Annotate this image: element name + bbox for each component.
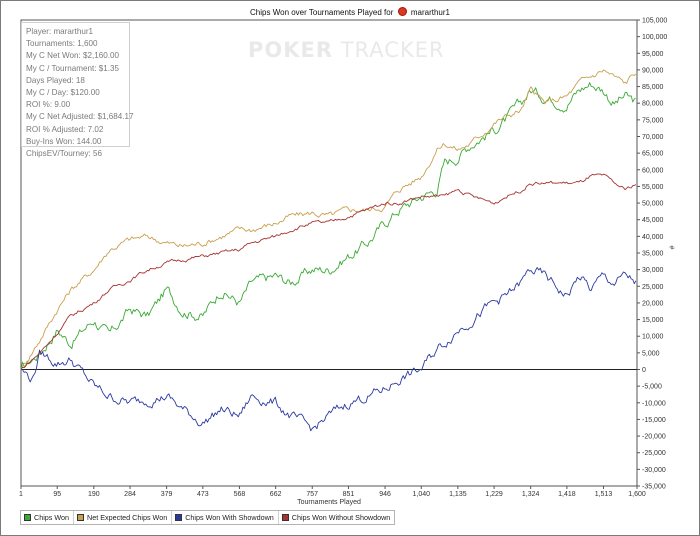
legend-label: Chips Won	[34, 513, 70, 522]
y-tick-label: 105,000	[642, 18, 667, 25]
pokerstars-logo-icon	[397, 7, 407, 16]
y-tick-label: 25,000	[642, 284, 664, 291]
y-tick-label: 45,000	[642, 217, 664, 224]
stat-row: My C / Tournament: $1.35	[26, 63, 119, 73]
y-tick-label: 35,000	[642, 251, 664, 258]
legend-swatch	[24, 514, 31, 521]
x-tick-label: 1,513	[595, 491, 613, 498]
y-tick-label: 50,000	[642, 201, 664, 208]
y-tick-label: -15,000	[642, 417, 666, 424]
x-tick-label: 757	[306, 491, 318, 498]
x-tick-label: 379	[161, 491, 173, 498]
x-tick-label: 190	[88, 491, 100, 498]
stat-row: Days Played: 18	[26, 75, 85, 85]
stat-row: My C / Day: $120.00	[26, 88, 100, 98]
chart-title: Chips Won over Tournaments Played for ma…	[0, 7, 700, 17]
legend-item-net-expected[interactable]: Net Expected Chips Won	[74, 511, 173, 524]
y-tick-label: -35,000	[642, 484, 666, 491]
y-tick-label: -10,000	[642, 400, 666, 407]
stat-row: My C Net Adjusted: $1,684.17	[26, 112, 134, 122]
y-axis-mark: #	[667, 245, 675, 250]
x-tick-label: 284	[124, 491, 136, 498]
legend-item-with-showdown[interactable]: Chips Won With Showdown	[172, 511, 279, 524]
series-line-2	[20, 267, 637, 432]
y-tick-label: 20,000	[642, 300, 664, 307]
y-tick-label: 65,000	[642, 151, 664, 158]
chart-title-text: Chips Won over Tournaments Played for	[250, 8, 394, 17]
stat-row: Tournaments: 1,600	[26, 39, 98, 49]
y-tick-label: -20,000	[642, 434, 666, 441]
series-line-3	[20, 173, 637, 370]
x-tick-label: 1,418	[558, 491, 576, 498]
y-tick-label: 85,000	[642, 84, 664, 91]
legend-swatch	[175, 514, 183, 521]
x-tick-label: 1,324	[522, 491, 540, 498]
legend-label: Chips Won Without Showdown	[291, 513, 391, 522]
y-tick-label: 10,000	[642, 334, 664, 341]
y-tick-label: -5,000	[642, 384, 662, 391]
y-tick-label: -30,000	[642, 467, 666, 474]
y-tick-label: 90,000	[642, 67, 664, 74]
stat-row: ROI %: 9.00	[26, 100, 71, 110]
stats-box: Player: mararthur1 Tournaments: 1,600 My…	[21, 22, 134, 158]
stat-row: My C Net Won: $2,160.00	[26, 51, 119, 61]
stat-row: Buy-Ins Won: 144.00	[26, 136, 102, 146]
x-tick-label: 1,040	[412, 491, 430, 498]
y-tick-label: 100,000	[642, 34, 667, 41]
series-line-1	[20, 69, 637, 370]
y-tick-label: 75,000	[642, 117, 664, 124]
y-tick-label: 15,000	[642, 317, 664, 324]
x-tick-label: 95	[53, 491, 61, 498]
y-tick-label: 60,000	[642, 167, 664, 174]
watermark: POKER TRACKER	[248, 38, 445, 62]
x-tick-label: 946	[379, 491, 391, 498]
axes: -35,000 -30,000 -25,000 -20,000 -15,000 -10,0…	[19, 18, 667, 507]
chart-title-player: mararthur1	[410, 8, 450, 17]
x-tick-label: 473	[197, 491, 209, 498]
stat-row: ROI % Adjusted: 7.02	[26, 124, 104, 134]
x-tick-label: 662	[270, 491, 282, 498]
legend: Chips Won Net Expected Chips Won Chips W…	[20, 510, 396, 525]
stat-row: Player: mararthur1	[26, 27, 94, 36]
series-layer	[20, 69, 637, 432]
x-axis-label: Tournaments Played	[297, 499, 361, 506]
y-tick-label: 70,000	[642, 134, 664, 141]
y-tick-label: 55,000	[642, 184, 664, 191]
stat-row: ChipsEV/Tourney: 56	[26, 149, 103, 159]
legend-item-chips-won[interactable]: Chips Won	[21, 511, 75, 524]
legend-item-without-showdown[interactable]: Chips Won Without Showdown	[279, 511, 395, 524]
y-tick-label: 40,000	[642, 234, 664, 241]
x-tick-label: 568	[234, 491, 246, 498]
y-tick-label: 5,000	[642, 350, 660, 357]
y-tick-label: 0	[642, 367, 646, 374]
y-tick-label: -25,000	[642, 450, 666, 457]
legend-swatch	[77, 514, 85, 521]
y-tick-label: 30,000	[642, 267, 664, 274]
y-tick-label: 80,000	[642, 101, 664, 108]
legend-label: Net Expected Chips Won	[87, 513, 168, 522]
x-tick-label: 1,229	[485, 491, 503, 498]
legend-swatch	[281, 514, 289, 521]
x-tick-label: 1	[19, 491, 23, 498]
watermark-part-a: POKER	[248, 38, 334, 62]
x-tick-label: 851	[343, 491, 355, 498]
x-tick-label: 1,135	[449, 491, 467, 498]
watermark-part-b: TRACKER	[340, 38, 445, 62]
legend-label: Chips Won With Showdown	[185, 513, 274, 522]
x-tick-label: 1,600	[628, 491, 646, 498]
y-tick-label: 95,000	[642, 51, 664, 58]
